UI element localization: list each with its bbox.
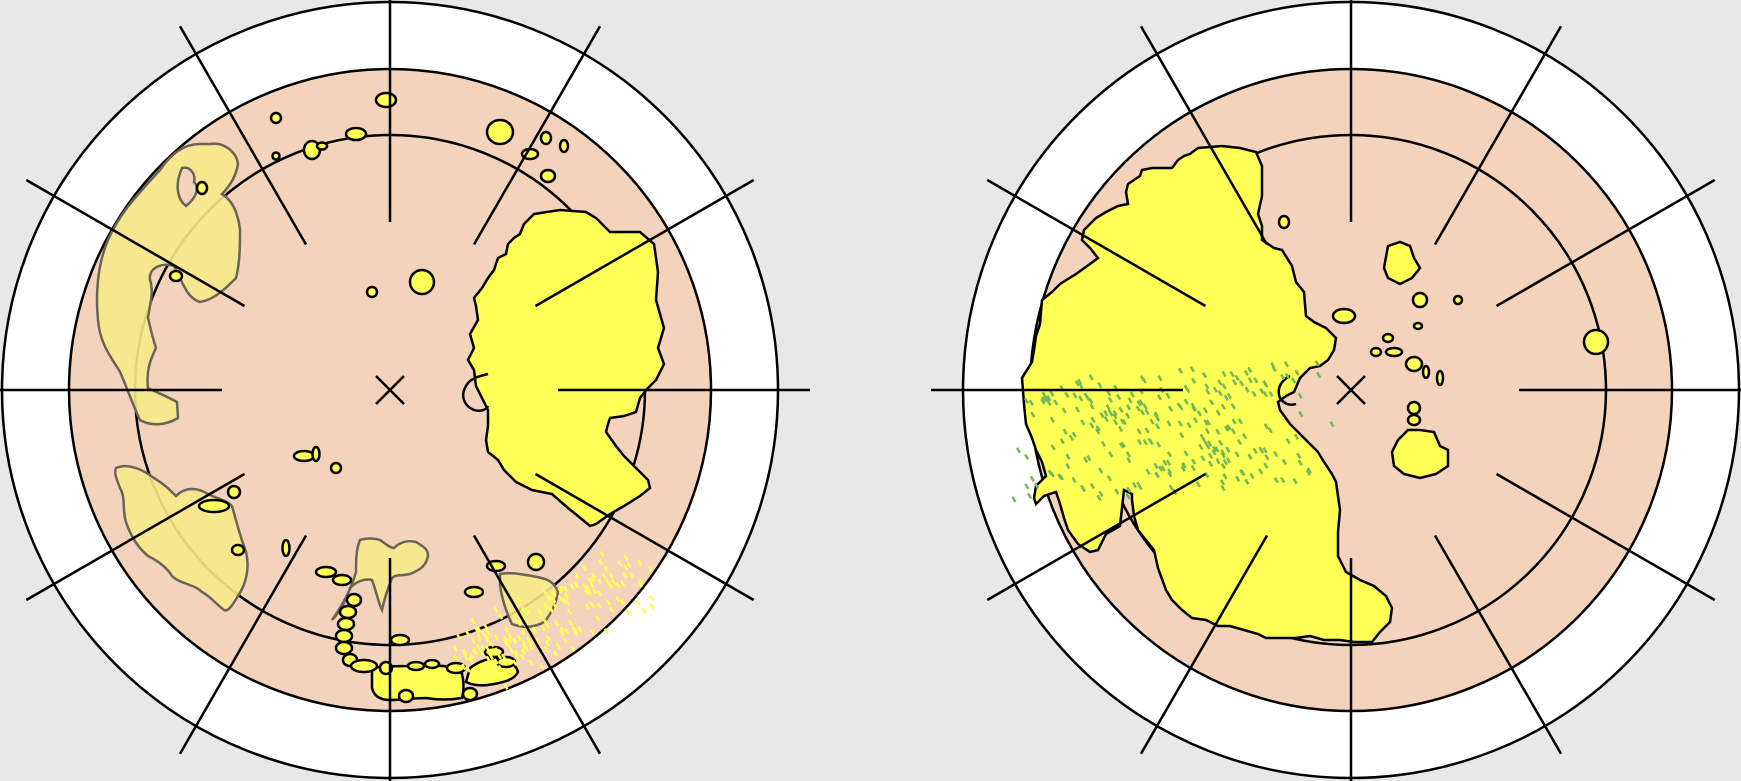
left-fundus-diagram <box>0 0 810 781</box>
right-fundus-diagram <box>931 0 1741 781</box>
